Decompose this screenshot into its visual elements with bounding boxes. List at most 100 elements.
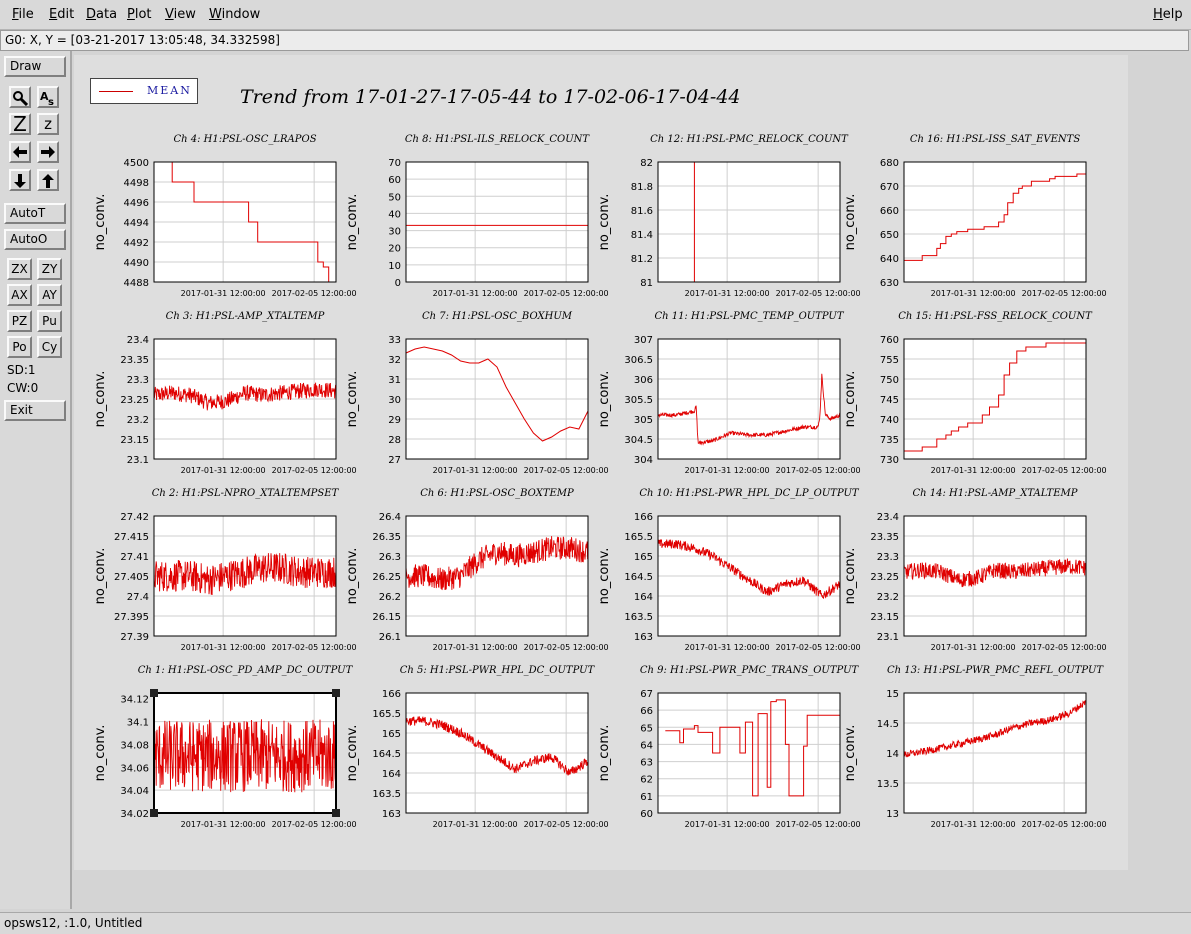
auto-x-button[interactable]: AX — [7, 284, 32, 306]
chart-panel[interactable]: Ch 12: H1:PSL-PMC_RELOCK_COUNT 81 81.2 81.4… — [597, 134, 861, 298]
menu-edit[interactable]: Edit — [49, 7, 75, 22]
chart-panel[interactable]: Ch 15: H1:PSL-FSS_RELOCK_COUNT 730 735 740 7… — [843, 311, 1107, 475]
chart-panel[interactable]: Ch 14: H1:PSL-AMP_XTALTEMP 23.1 23.15 23.2 2… — [843, 488, 1107, 652]
x-tick-label: 2017-01-31 12:00:00 — [685, 466, 770, 475]
chart-panel[interactable]: Ch 11: H1:PSL-PMC_TEMP_OUTPUT 304 304.5 305… — [597, 311, 861, 475]
selection-handle[interactable] — [150, 809, 158, 817]
chart-panel[interactable]: Ch 1: H1:PSL-OSC_PD_AMP_DC_OUTPUT 34.02 34… — [93, 665, 357, 829]
menu-view[interactable]: View — [165, 7, 196, 22]
sd-label: SD:1 — [7, 363, 36, 377]
menu-help[interactable]: Help — [1153, 7, 1183, 22]
x-tick-label: 2017-02-05 12:00:00 — [776, 643, 861, 652]
draw-button[interactable]: Draw — [4, 56, 66, 77]
chart-title: Ch 13: H1:PSL-PWR_PMC_REFL_OUTPUT — [887, 665, 1104, 676]
exit-button[interactable]: Exit — [4, 400, 66, 421]
x-tick-label: 2017-02-05 12:00:00 — [272, 289, 357, 298]
zoom-y-button[interactable]: ZY — [37, 258, 62, 280]
chart-panel[interactable]: Ch 13: H1:PSL-PWR_PMC_REFL_OUTPUT 13 13.5 1… — [843, 665, 1107, 829]
chart-panel[interactable]: Ch 4: H1:PSL-OSC_LRAPOS 4488 4490 4492 4494 4… — [93, 134, 357, 298]
y-axis-label: no_conv. — [93, 548, 108, 605]
y-tick-label: 81.8 — [631, 182, 653, 193]
arrow-left-icon — [13, 146, 27, 158]
menu-data[interactable]: Data — [86, 7, 118, 22]
x-tick-label: 2017-01-31 12:00:00 — [931, 643, 1016, 652]
y-tick-label: 60 — [388, 175, 401, 186]
y-tick-label: 306.5 — [624, 355, 653, 366]
x-tick-label: 2017-01-31 12:00:00 — [685, 643, 770, 652]
chart-frame — [903, 161, 1087, 283]
chart-panel[interactable]: Ch 10: H1:PSL-PWR_HPL_DC_LP_OUTPUT 163 163… — [597, 488, 861, 652]
series-line — [903, 558, 1087, 588]
chart-panel[interactable]: Ch 5: H1:PSL-PWR_HPL_DC_OUTPUT 163 163.5 16… — [345, 665, 609, 829]
chart-panel[interactable]: Ch 6: H1:PSL-OSC_BOXTEMP 26.1 26.15 26.2 26.… — [345, 488, 609, 652]
auto-ordinate-button[interactable]: AutoO — [4, 229, 66, 250]
chart-panel[interactable]: Ch 16: H1:PSL-ISS_SAT_EVENTS 630 640 650 660… — [843, 134, 1107, 298]
y-tick-label: 13 — [886, 809, 899, 820]
magnify-tool-button[interactable] — [9, 86, 31, 108]
pz-button[interactable]: PZ — [7, 310, 32, 332]
zoom-out-button[interactable]: z — [37, 113, 59, 135]
y-tick-label: 26.4 — [379, 512, 401, 523]
zoom-x-button[interactable]: ZX — [7, 258, 32, 280]
po-button[interactable]: Po — [7, 336, 32, 358]
series-line — [405, 536, 589, 591]
chart-panel[interactable]: Ch 9: H1:PSL-PWR_PMC_TRANS_OUTPUT 60 61 62 6… — [597, 665, 861, 829]
y-tick-label: 164 — [634, 592, 653, 603]
chart-title: Ch 5: H1:PSL-PWR_HPL_DC_OUTPUT — [400, 665, 596, 676]
chart-panel[interactable]: Ch 7: H1:PSL-OSC_BOXHUM 27 28 29 30 31 32 33 201… — [345, 311, 609, 475]
y-tick-label: 65 — [640, 723, 653, 734]
x-tick-label: 2017-02-05 12:00:00 — [1022, 289, 1107, 298]
series-line — [665, 699, 840, 797]
y-tick-label: 13.5 — [877, 779, 899, 790]
pan-down-button[interactable] — [9, 169, 31, 191]
chart-panel[interactable]: Ch 2: H1:PSL-NPRO_XTALTEMPSET 27.39 27.395… — [93, 488, 357, 652]
chart-plot-bg — [657, 692, 841, 814]
y-tick-label: 165 — [634, 552, 653, 563]
chart-panel[interactable]: Ch 8: H1:PSL-ILS_RELOCK_COUNT 0 10 20 30 40 50… — [345, 134, 609, 298]
y-axis-label: no_conv. — [345, 194, 360, 251]
magnify-icon — [13, 91, 28, 106]
y-tick-label: 28 — [388, 435, 401, 446]
y-axis-label: no_conv. — [93, 725, 108, 782]
auto-y-button[interactable]: AY — [37, 284, 62, 306]
chart-title: Ch 2: H1:PSL-NPRO_XTALTEMPSET — [152, 488, 340, 499]
y-tick-label: 650 — [880, 230, 899, 241]
y-tick-label: 163 — [634, 632, 653, 643]
pan-right-button[interactable] — [37, 141, 59, 163]
y-tick-label: 34.02 — [120, 809, 149, 820]
y-tick-label: 34.1 — [127, 718, 149, 729]
auto-time-button[interactable]: AutoT — [4, 203, 66, 224]
x-tick-label: 2017-02-05 12:00:00 — [524, 466, 609, 475]
y-tick-label: 4492 — [124, 238, 149, 249]
x-tick-label: 2017-01-31 12:00:00 — [181, 466, 266, 475]
y-tick-label: 680 — [880, 158, 899, 169]
plot-title: Trend from 17-01-27-17-05-44 to 17-02-06… — [240, 86, 741, 108]
y-tick-label: 27.39 — [120, 632, 149, 643]
selection-handle[interactable] — [332, 809, 340, 817]
chart-title: Ch 14: H1:PSL-AMP_XTALTEMP — [912, 488, 1077, 499]
selection-handle[interactable] — [332, 689, 340, 697]
pan-up-button[interactable] — [37, 169, 59, 191]
zoom-in-button[interactable]: Z — [9, 113, 31, 135]
x-tick-label: 2017-02-05 12:00:00 — [776, 289, 861, 298]
y-tick-label: 305.5 — [624, 395, 653, 406]
series-line — [657, 373, 841, 446]
menu-window[interactable]: Window — [209, 7, 261, 22]
y-tick-label: 730 — [880, 455, 899, 466]
y-tick-label: 166 — [634, 512, 653, 523]
y-tick-label: 630 — [880, 278, 899, 289]
selection-handle[interactable] — [150, 689, 158, 697]
menu-plot[interactable]: Plot — [127, 7, 152, 22]
y-tick-label: 163 — [382, 809, 401, 820]
series-line — [904, 173, 1086, 261]
chart-panel[interactable]: Ch 3: H1:PSL-AMP_XTALTEMP 23.1 23.15 23.2 23… — [93, 311, 357, 475]
pu-button[interactable]: Pu — [37, 310, 62, 332]
chart-title: Ch 9: H1:PSL-PWR_PMC_TRANS_OUTPUT — [640, 665, 860, 676]
chart-frame — [153, 161, 337, 283]
pan-left-button[interactable] — [9, 141, 31, 163]
cy-button[interactable]: Cy — [37, 336, 62, 358]
menu-file[interactable]: File — [12, 7, 34, 22]
